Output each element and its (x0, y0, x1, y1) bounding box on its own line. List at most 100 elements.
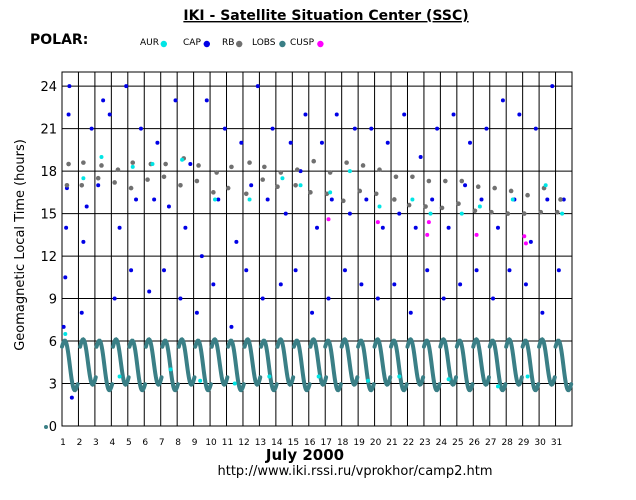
point-cap-73 (430, 197, 435, 202)
point-cap-45 (278, 282, 283, 287)
origin-marker (44, 425, 48, 429)
point-cap-27 (178, 296, 183, 301)
point-cap-92 (533, 126, 538, 131)
point-cap-87 (507, 268, 512, 273)
y-tick-label-0: 0 (49, 420, 57, 435)
legend-marker-cusp (317, 40, 324, 48)
point-cap-9 (81, 239, 86, 244)
x-tick-label-5: 5 (126, 438, 132, 448)
point-cap-29 (188, 162, 193, 167)
x-axis-label: July 2000 (265, 446, 344, 464)
point-aur-26 (477, 204, 482, 209)
point-cap-13 (101, 98, 106, 103)
point-cap-40 (249, 183, 254, 188)
lobs-trace-19 (356, 338, 376, 393)
point-aur-3 (99, 154, 104, 159)
point-rb-52 (475, 184, 481, 189)
lobs-trace-1 (60, 338, 80, 393)
point-aur-13 (267, 374, 272, 379)
point-cap-1 (61, 324, 66, 329)
point-rb-6 (99, 163, 104, 168)
y-tick-label-6: 6 (49, 335, 57, 350)
point-cap-31 (199, 254, 204, 259)
point-aur-17 (328, 190, 333, 195)
point-cap-35 (222, 126, 227, 131)
point-cap-86 (500, 98, 505, 103)
point-rb-53 (489, 209, 494, 215)
point-rb-57 (521, 211, 527, 216)
point-aur-10 (213, 197, 217, 202)
point-aur-16 (316, 374, 321, 379)
point-rb-4 (81, 160, 86, 165)
point-aur-2 (81, 176, 86, 181)
point-cap-96 (556, 268, 561, 273)
x-tick-label-13: 13 (255, 438, 266, 448)
lobs-trace-4 (111, 337, 131, 387)
x-tick-label-12: 12 (238, 438, 249, 448)
point-rb-15 (178, 182, 183, 188)
point-rb-24 (247, 160, 252, 165)
lobs-trace-16 (308, 337, 329, 387)
point-cap-7 (69, 395, 74, 400)
point-cap-97 (561, 197, 566, 202)
lobs-trace-31 (553, 338, 574, 393)
point-aur-28 (510, 197, 515, 202)
x-tick-label-14: 14 (271, 438, 283, 448)
point-rb-50 (459, 178, 465, 184)
point-aur-30 (543, 183, 548, 188)
point-rb-46 (426, 178, 432, 184)
x-tick-label-16: 16 (304, 438, 316, 448)
point-cap-71 (418, 154, 423, 159)
legend-label-cusp: CUSP (290, 38, 315, 48)
y-tick-label-15: 15 (40, 208, 57, 223)
point-aur-27 (495, 384, 500, 389)
point-rb-1 (64, 182, 70, 188)
point-aur-5 (130, 164, 135, 169)
point-rb-2 (66, 161, 71, 167)
point-cusp-5 (474, 232, 479, 237)
point-rb-5 (95, 175, 101, 181)
point-aur-1 (63, 331, 68, 336)
point-cap-95 (550, 84, 555, 89)
point-aur-8 (180, 157, 185, 162)
point-cap-33 (211, 282, 216, 287)
point-cap-84 (491, 296, 496, 301)
point-rb-23 (243, 191, 249, 197)
point-cap-75 (441, 296, 446, 301)
point-rb-21 (225, 185, 231, 191)
chart-title: IKI - Satellite Situation Center (SSC) (183, 8, 468, 24)
point-cap-37 (234, 239, 239, 244)
point-cap-48 (293, 268, 298, 273)
lobs-trace-28 (504, 337, 524, 387)
point-cap-81 (474, 268, 479, 273)
point-cap-41 (255, 84, 260, 89)
satellite-label: POLAR: (30, 32, 88, 48)
x-tick-label-30: 30 (534, 438, 546, 448)
point-rb-55 (505, 211, 511, 216)
legend-marker-rb (236, 40, 243, 48)
point-cap-18 (129, 268, 134, 273)
y-axis-label: Geomagnetic Local Time (hours) (13, 139, 28, 351)
lobs-trace-18 (339, 337, 360, 387)
lobs-trace-25 (454, 338, 475, 393)
point-cap-32 (204, 98, 209, 103)
point-cap-90 (523, 282, 528, 287)
point-rb-33 (324, 191, 330, 197)
lobs-trace-21 (389, 338, 409, 393)
point-cap-91 (528, 239, 533, 244)
point-aur-23 (428, 211, 433, 216)
y-tick-label-21: 21 (40, 123, 57, 138)
lobs-trace-17 (323, 338, 343, 393)
point-rb-31 (308, 190, 313, 195)
point-rb-62 (558, 197, 563, 202)
x-tick-label-25: 25 (452, 438, 463, 448)
lobs-trace-2 (78, 337, 98, 387)
point-cusp-7 (523, 241, 528, 246)
point-rb-13 (161, 174, 167, 180)
point-rb-43 (406, 202, 412, 208)
lobs-trace-7 (160, 338, 180, 393)
point-cusp-6 (522, 234, 527, 239)
point-cap-59 (352, 126, 357, 131)
lobs-trace-8 (176, 337, 197, 387)
